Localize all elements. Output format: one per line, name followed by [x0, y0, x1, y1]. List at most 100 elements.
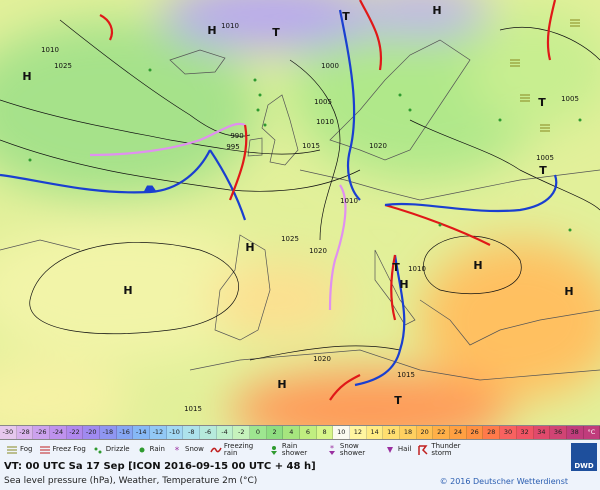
- rain-symbols: [28, 68, 582, 232]
- legend-item: Rain: [136, 444, 165, 456]
- legend-label: Snow: [185, 445, 204, 453]
- copyright: © 2016 Deutscher Wetterdienst: [439, 477, 568, 486]
- logo: DWD: [571, 443, 597, 471]
- legend-label: Freezing rain: [223, 441, 254, 457]
- isobar-label: 1010: [221, 22, 239, 30]
- pressure-center: H: [123, 284, 132, 297]
- svg-text:*: *: [175, 446, 180, 456]
- isobar-label: 1020: [309, 247, 327, 255]
- scale-cell: 36: [550, 426, 567, 439]
- legend-label: Snow shower: [339, 441, 366, 457]
- scale-cell: 32: [516, 426, 534, 439]
- temperature-scale: -30 -28 -26 -24 -22 -20 -18 -16 -14 -12 -10 -8 -6 -4-…: [0, 425, 600, 440]
- scale-cell: 18: [400, 426, 417, 439]
- scale-cell: -14: [133, 426, 151, 439]
- pressure-center: H: [399, 278, 408, 291]
- isobar-label: 1010: [340, 197, 358, 205]
- pressure-center: H: [432, 4, 441, 17]
- pressure-center: H: [245, 241, 254, 254]
- scale-cell: -18: [100, 426, 117, 439]
- isobars: [0, 19, 600, 361]
- legend-icon: [270, 445, 277, 455]
- coastlines: [0, 39, 600, 381]
- scale-cell: 14: [366, 426, 384, 439]
- fronts: [0, 0, 558, 401]
- scale-cell: 0: [250, 426, 267, 439]
- valid-time: VT: 00 UTC Sa 17 Sep [ICON 2016-09-15 00…: [4, 461, 316, 472]
- scale-cell: 16: [383, 426, 401, 439]
- weather-legend: Fog Freez Fog Drizzle Rain * Snow Freezing rai…: [0, 440, 600, 460]
- logo-text: DWD: [574, 462, 594, 470]
- pressure-center: H: [207, 24, 216, 37]
- pressure-center: T: [539, 164, 547, 177]
- pressure-center: H: [564, 285, 573, 298]
- legend-icon: [139, 447, 145, 452]
- legend-label: Fog: [20, 445, 33, 453]
- scale-cell: 28: [483, 426, 501, 439]
- fog-symbols: [510, 19, 580, 132]
- isobar-label: 1005: [561, 95, 579, 103]
- pressure-center: T: [538, 96, 546, 109]
- scale-cell: 2: [266, 426, 284, 439]
- scale-cell: -10: [166, 426, 184, 439]
- legend-item: Thunder storm: [417, 441, 469, 457]
- isobar-label: 1015: [397, 371, 415, 379]
- scale-cell: -26: [33, 426, 51, 439]
- isobar-label: 1010: [408, 265, 426, 273]
- scale-cell: 8: [316, 426, 334, 439]
- scale-cell: -16: [116, 426, 134, 439]
- scale-cell: 22: [433, 426, 451, 439]
- isobar-label: 1020: [369, 142, 387, 150]
- scale-cell: -20: [83, 426, 101, 439]
- legend-item: Drizzle: [92, 444, 130, 456]
- legend-icon: [386, 446, 393, 453]
- scale-cell: -30: [0, 426, 17, 439]
- legend-icon: [39, 446, 50, 453]
- scale-cell: 10: [333, 426, 351, 439]
- scale-cell: -22: [66, 426, 84, 439]
- legend-icon: [94, 447, 102, 453]
- pressure-center: H: [277, 378, 286, 391]
- legend-icon: *: [175, 446, 180, 456]
- scale-unit: °C: [583, 426, 600, 439]
- scale-cell: 4: [283, 426, 301, 439]
- scale-cell: -2: [233, 426, 251, 439]
- legend-label: Rain shower: [281, 441, 308, 457]
- legend-label: Freez Fog: [52, 445, 86, 453]
- pressure-center: H: [22, 70, 31, 83]
- isobar-label: 1015: [184, 405, 202, 413]
- legend-icon: [418, 444, 428, 455]
- scale-cell: -4: [216, 426, 234, 439]
- scale-cell: 34: [533, 426, 551, 439]
- legend-icon: [7, 446, 17, 453]
- isobar-label: 1025: [54, 62, 72, 70]
- scale-cell: 26: [466, 426, 484, 439]
- isobar-label: 1020: [313, 355, 331, 363]
- scale-cell: 30: [500, 426, 517, 439]
- isobar-label: 1005: [314, 98, 332, 106]
- footer: VT: 00 UTC Sa 17 Sep [ICON 2016-09-15 00…: [0, 443, 600, 490]
- pressure-center: T: [272, 26, 280, 39]
- scale-cell: -6: [200, 426, 217, 439]
- legend-icon: [210, 447, 222, 452]
- isobar-label: 1005: [536, 154, 554, 162]
- legend-item: Rain shower: [268, 441, 320, 457]
- legend-label: Drizzle: [105, 445, 130, 453]
- pressure-center: T: [342, 10, 350, 23]
- scale-cell: 38: [566, 426, 584, 439]
- scale-cell: -24: [50, 426, 67, 439]
- scale-cell: 12: [350, 426, 367, 439]
- scale-cell: -8: [183, 426, 201, 439]
- isobar-label: 990: [230, 132, 243, 140]
- legend-label: Thunder storm: [431, 441, 461, 457]
- scale-cell: -12: [150, 426, 167, 439]
- legend-item: Freez Fog: [39, 444, 86, 456]
- legend-item: Hail: [384, 444, 411, 456]
- isobar-label: 1015: [302, 142, 320, 150]
- isobar-label: 1010: [316, 118, 334, 126]
- temperature-field: [0, 0, 600, 425]
